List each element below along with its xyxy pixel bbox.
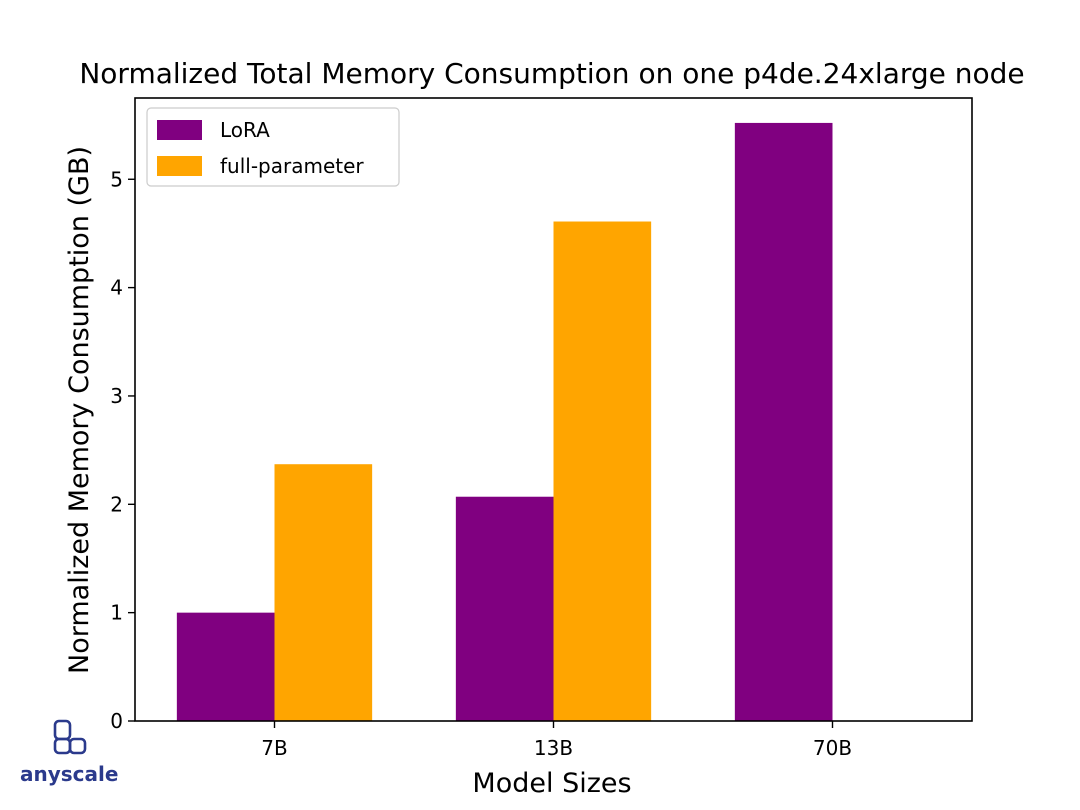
plot-area: 0 1 2 3 4 5 7B 13B 70B LoRA full-parameter xyxy=(110,97,973,760)
anyscale-logo-icon xyxy=(53,719,87,755)
anyscale-logo: anyscale xyxy=(14,716,126,786)
bar-lora-7b xyxy=(176,612,275,721)
bar-full-parameter-7b xyxy=(274,464,373,721)
x-tick-label: 7B xyxy=(261,736,287,760)
chart-title: Normalized Total Memory Consumption on o… xyxy=(79,57,1024,90)
anyscale-logo-text: anyscale xyxy=(20,762,119,786)
y-tick-label: 0 xyxy=(110,709,123,733)
y-tick-label: 4 xyxy=(110,276,123,300)
bar-lora-70b xyxy=(734,122,833,722)
legend-label-full-parameter: full-parameter xyxy=(220,154,364,178)
legend-swatch-full-parameter xyxy=(157,156,202,176)
x-tick-label: 13B xyxy=(534,736,573,760)
x-axis-label: Model Sizes xyxy=(472,768,631,799)
y-tick-label: 2 xyxy=(110,492,123,516)
x-tick-label: 70B xyxy=(813,736,852,760)
legend-label-lora: LoRA xyxy=(220,118,270,142)
y-tick-label: 5 xyxy=(110,167,123,191)
legend-swatch-lora xyxy=(157,120,202,140)
y-axis-label: Normalized Memory Consumption (GB) xyxy=(64,146,95,674)
y-tick-label: 1 xyxy=(110,601,123,625)
legend-box xyxy=(146,107,400,187)
y-tick-label: 3 xyxy=(110,384,123,408)
bar-full-parameter-13b xyxy=(553,221,652,721)
bar-lora-13b xyxy=(455,496,554,721)
